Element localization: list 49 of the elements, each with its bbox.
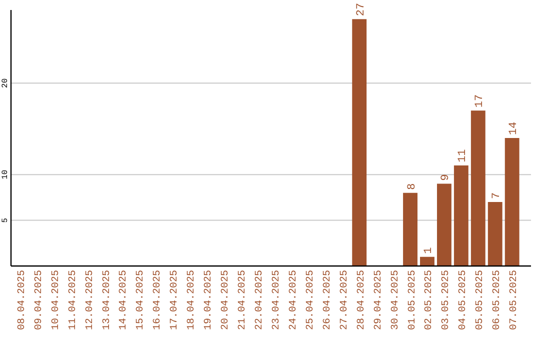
data-label: 1 [423,246,436,254]
x-tick-label: 27.04.2025 [339,270,350,330]
x-tick-label: 16.04.2025 [152,270,164,330]
x-tick-label: 19.04.2025 [204,270,215,330]
x-tick-label: 28.04.2025 [356,270,368,330]
data-label: 7 [491,192,504,199]
bar [420,256,434,266]
x-tick-label: 30.04.2025 [390,270,402,330]
x-tick-label: 17.04.2025 [170,270,181,330]
x-tick-label: 01.05.2025 [407,270,418,330]
bar [488,202,502,266]
data-label: 27 [355,2,368,16]
bar [504,138,520,266]
x-tick-label: 07.05.2025 [509,270,520,330]
y-tick-label: 5 [1,218,10,223]
bar [436,184,452,266]
data-label: 17 [474,94,486,108]
x-tick-label: 18.04.2025 [186,270,198,330]
x-tick-label: 15.04.2025 [136,270,147,330]
y-tick-label: 10 [1,170,10,180]
x-tick-label: 25.04.2025 [305,270,316,330]
x-tick-label: 06.05.2025 [492,270,504,330]
x-tick-label: 26.04.2025 [322,270,334,330]
x-tick-label: 21.04.2025 [238,270,249,330]
x-tick-label: 14.04.2025 [118,270,130,330]
x-tick-label: 09.04.2025 [34,270,45,330]
x-tick-label: 10.04.2025 [50,270,62,330]
x-tick-label: 05.05.2025 [475,270,486,330]
x-tick-label: 29.04.2025 [373,270,384,330]
x-tick-label: 24.04.2025 [288,270,300,330]
x-tick-label: 08.04.2025 [16,270,28,330]
x-tick-label: 11.04.2025 [68,270,79,330]
x-tick-label: 20.04.2025 [220,270,232,330]
x-tick-label: 22.04.2025 [254,270,266,330]
bar [352,19,367,266]
bar [403,192,418,266]
data-label: 8 [406,183,418,190]
bar [470,110,486,266]
x-tick-label: 03.05.2025 [441,270,452,330]
data-label: 9 [440,174,452,181]
bar [454,165,468,266]
x-tick-label: 04.05.2025 [458,270,470,330]
data-label: 11 [457,148,470,162]
x-tick-label: 02.05.2025 [424,270,436,330]
x-tick-label: 12.04.2025 [84,270,96,330]
x-tick-label: 13.04.2025 [102,270,113,330]
y-tick-label: 20 [1,78,10,88]
x-tick-label: 23.04.2025 [271,270,282,330]
data-label: 14 [508,121,520,135]
